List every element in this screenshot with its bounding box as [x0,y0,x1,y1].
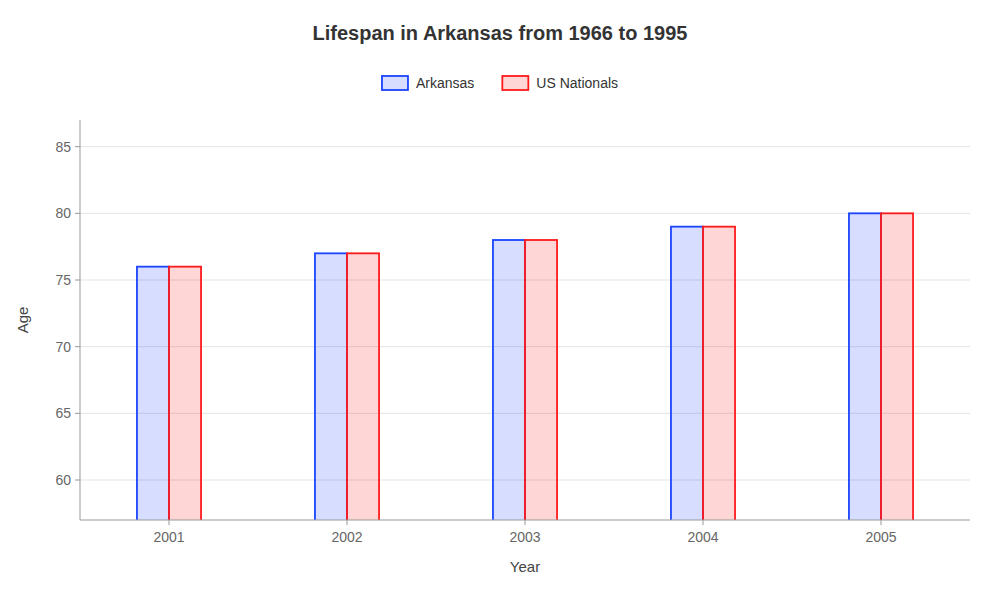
bar [315,253,347,520]
axes: 60 65 70 75 80 85 2001 2002 2003 2004 2005 [55,120,970,545]
x-tick-label: 2003 [509,529,540,545]
y-tick [75,413,80,414]
bar [493,240,525,520]
y-axis-label: Age [14,307,31,334]
bars [137,213,913,520]
x-tick-label: 2001 [153,529,184,545]
legend-swatch [382,76,408,90]
bar [703,227,735,520]
legend-item: Arkansas [382,75,474,91]
x-tick [525,520,526,525]
bar [347,253,379,520]
chart-title: Lifespan in Arkansas from 1966 to 1995 [313,22,688,44]
x-tick-label: 2005 [865,529,896,545]
chart-container: Lifespan in Arkansas from 1966 to 1995 60… [0,0,1000,600]
y-tick-label: 65 [55,405,71,421]
x-tick-label: 2002 [331,529,362,545]
y-tick-label: 80 [55,205,71,221]
grid-line [80,146,970,147]
legend-item: US Nationals [502,75,618,91]
y-tick [75,213,80,214]
y-tick-label: 85 [55,139,71,155]
bar [881,213,913,520]
y-tick [75,280,80,281]
x-tick [347,520,348,525]
bar [525,240,557,520]
legend-swatch [502,76,528,90]
x-tick [703,520,704,525]
y-tick [75,480,80,481]
bar [849,213,881,520]
y-tick [75,146,80,147]
x-tick [169,520,170,525]
legend: Arkansas US Nationals [382,75,618,91]
x-tick-label: 2004 [687,529,718,545]
chart-svg: Lifespan in Arkansas from 1966 to 1995 60… [0,0,1000,600]
grid-line [80,213,970,214]
y-tick-label: 60 [55,472,71,488]
legend-label: Arkansas [416,75,474,91]
bar [169,267,201,520]
y-tick-label: 70 [55,339,71,355]
bar [137,267,169,520]
x-axis-label: Year [510,558,540,575]
y-axis-line [80,120,81,520]
y-tick-label: 75 [55,272,71,288]
y-tick [75,346,80,347]
x-tick [881,520,882,525]
legend-label: US Nationals [536,75,618,91]
bar [671,227,703,520]
